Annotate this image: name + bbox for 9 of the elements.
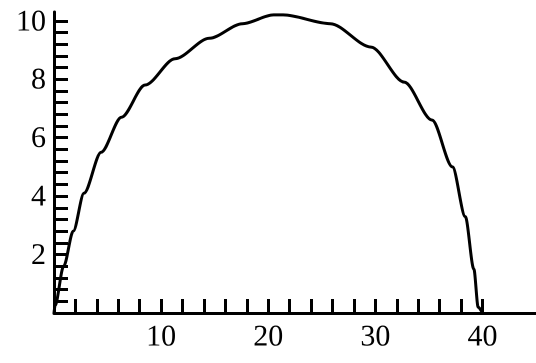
- x-tick-label: 40: [467, 320, 498, 352]
- y-tick-label: 6: [31, 121, 46, 154]
- x-tick-label: 20: [253, 320, 284, 352]
- x-tick-label: 10: [146, 320, 176, 352]
- x-tick-label: 30: [360, 320, 390, 352]
- y-tick-label: 10: [16, 4, 46, 38]
- y-tick-label: 8: [31, 62, 46, 96]
- y-tick-label: 4: [31, 180, 46, 213]
- y-tick-label: 2: [31, 238, 46, 272]
